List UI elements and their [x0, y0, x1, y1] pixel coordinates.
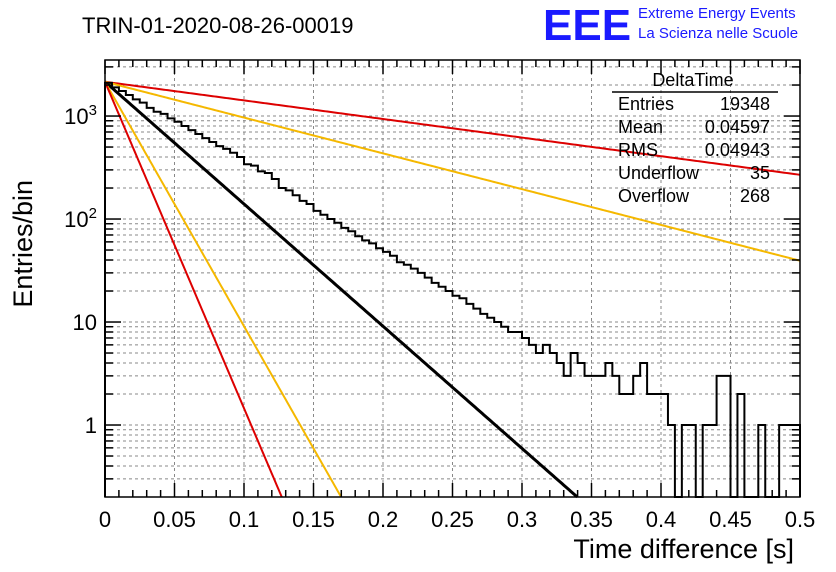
fit-curve: [104, 80, 801, 262]
eee-logo: EEE: [543, 1, 631, 50]
x-tick-label: 0.05: [153, 507, 196, 532]
grid-lines: [105, 60, 800, 497]
fit-curve: [104, 81, 342, 498]
x-tick-label: 0.15: [292, 507, 335, 532]
logo-line-2: La Scienza nelle Scuole: [638, 25, 798, 42]
y-tick-label: 102: [64, 205, 97, 232]
stats-row-label: Overflow: [618, 186, 690, 206]
logo-line-1: Extreme Energy Events: [638, 5, 796, 22]
y-axis-label: Entries/bin: [8, 180, 38, 308]
axis-ticks: 0 0.05 0.1 0.15 0.2 0.25 0.3 0.35 0.4 0.45 0.5 1 10 1…: [64, 60, 815, 532]
stats-row-value: 0.04597: [705, 117, 770, 137]
x-tick-label: 0.1: [229, 507, 260, 532]
x-tick-label: 0.45: [709, 507, 752, 532]
x-tick-label: 0.25: [431, 507, 474, 532]
stats-row-value: 19348: [720, 94, 770, 114]
x-tick-label: 0.35: [570, 507, 613, 532]
run-title: TRIN-01-2020-08-26-00019: [82, 13, 354, 38]
fit-curve: [104, 81, 283, 498]
x-axis-label: Time difference [s]: [573, 534, 794, 564]
stats-row-value: 35: [750, 163, 770, 183]
stats-row-label: Underflow: [618, 163, 700, 183]
y-tick-label: 103: [64, 102, 97, 129]
histogram-steps: [104, 81, 801, 498]
fit-curves: [104, 80, 801, 499]
x-tick-label: 0.2: [368, 507, 399, 532]
x-tick-label: 0.5: [785, 507, 816, 532]
stats-title: DeltaTime: [652, 70, 733, 90]
x-tick-label: 0: [99, 507, 111, 532]
stats-row-value: 0.04943: [705, 140, 770, 160]
y-tick-label: 1: [85, 413, 97, 438]
stats-rows: Entries 19348 Mean 0.04597 RMS 0.04943Underfl…: [618, 94, 770, 206]
stats-box: DeltaTime Entries 19348 Mean 0.04597 RMS 0.04…: [612, 70, 778, 206]
y-tick-label: 10: [73, 310, 97, 335]
stats-row-label: Mean: [618, 117, 663, 137]
fit-curve: [104, 80, 801, 176]
x-tick-label: 0.3: [507, 507, 538, 532]
stats-row-value: 268: [740, 186, 770, 206]
stats-row-label: Entries: [618, 94, 674, 114]
fit-curve: [104, 80, 579, 499]
stats-row-label: RMS: [618, 140, 658, 160]
x-tick-label: 0.4: [646, 507, 677, 532]
